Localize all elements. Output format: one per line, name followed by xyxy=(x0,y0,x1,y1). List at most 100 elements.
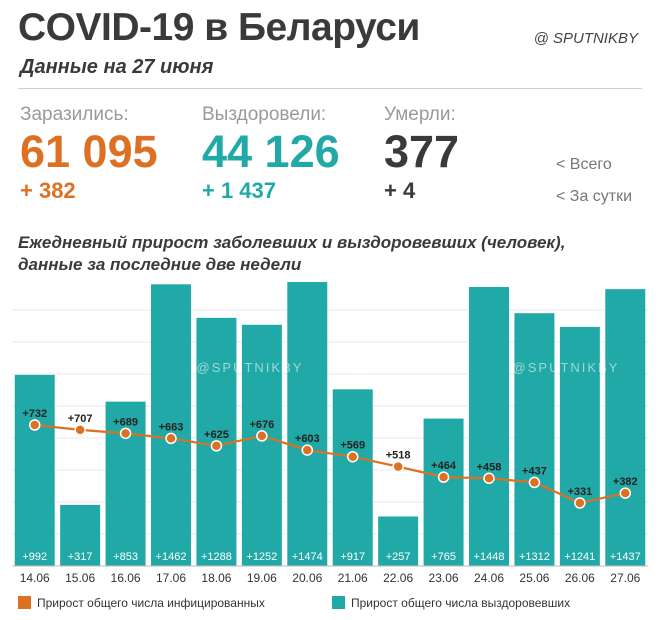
bar xyxy=(332,389,373,566)
x-tick-label: 14.06 xyxy=(20,571,50,585)
stat-died-label: Умерли: xyxy=(384,104,456,125)
line-value-label: +458 xyxy=(477,461,502,473)
legend-recovered: Прирост общего числа выздоровевших xyxy=(332,596,570,610)
line-value-label: +625 xyxy=(204,429,229,441)
line-value-label: +603 xyxy=(295,433,320,445)
bar-value-label: +917 xyxy=(340,551,365,563)
stat-recovered-label: Выздоровели: xyxy=(202,104,327,125)
bar xyxy=(605,289,646,566)
x-tick-label: 24.06 xyxy=(474,571,504,585)
legend-infected: Прирост общего числа инфицированных xyxy=(18,596,265,610)
x-tick-label: 17.06 xyxy=(156,571,186,585)
bar-value-label: +853 xyxy=(113,551,138,563)
x-tick-label: 26.06 xyxy=(565,571,595,585)
bar xyxy=(287,282,328,566)
legend-total-label: < Всего xyxy=(556,156,612,173)
stat-died-delta: + 4 xyxy=(384,178,416,203)
line-point xyxy=(437,471,450,483)
bar xyxy=(423,418,464,566)
x-tick-label: 16.06 xyxy=(111,571,141,585)
line-value-label: +331 xyxy=(567,486,592,498)
stat-recovered-total: 44 126 xyxy=(202,126,340,177)
line-point xyxy=(256,430,268,442)
x-tick-label: 23.06 xyxy=(429,571,459,585)
bar-value-label: +1462 xyxy=(156,551,187,563)
legend-recovered-swatch xyxy=(332,596,345,609)
page-subtitle: Данные на 27 июня xyxy=(20,56,214,78)
page-title: COVID-19 в Беларуси xyxy=(18,6,420,49)
stat-recovered: Выздоровели: 44 126 + 1 437 xyxy=(202,104,340,204)
bar xyxy=(378,516,419,566)
x-tick-label: 18.06 xyxy=(201,571,231,585)
line-value-label: +732 xyxy=(22,408,47,420)
watermark: @SPUTNIKBY xyxy=(355,360,462,375)
stat-infected-total: 61 095 xyxy=(20,126,158,177)
line-point xyxy=(619,487,632,499)
stat-infected: Заразились: 61 095 + 382 xyxy=(20,104,158,204)
line-point xyxy=(119,427,132,440)
chart-title-line1: Ежедневный прирост заболевших и выздоров… xyxy=(18,233,566,252)
legend-recovered-label: Прирост общего числа выздоровевших xyxy=(351,596,571,610)
line-value-label: +707 xyxy=(68,413,93,425)
bar-value-label: +1474 xyxy=(292,551,323,563)
watermark: @SPUTNIKBY xyxy=(513,360,620,375)
line-value-label: +689 xyxy=(113,416,138,428)
bar-value-label: +257 xyxy=(386,551,411,563)
bar-value-label: +1437 xyxy=(610,551,641,563)
x-tick-label: 20.06 xyxy=(292,571,322,585)
line-point xyxy=(346,450,359,463)
x-tick-label: 19.06 xyxy=(247,571,277,585)
watermark: @SPUTNIKBY xyxy=(197,360,304,375)
line-value-label: +569 xyxy=(340,440,365,452)
line-point xyxy=(528,476,541,489)
bar-value-label: +1312 xyxy=(519,551,550,563)
line-value-label: +518 xyxy=(386,450,411,462)
line-value-label: +382 xyxy=(613,476,638,488)
chart: @SPUTNIKBY @SPUTNIKBY @SPUTNIKBY @SPUTNIKBY… xyxy=(12,282,648,585)
line-value-label: +663 xyxy=(159,421,184,433)
line-point xyxy=(574,497,586,509)
x-tick-label: 27.06 xyxy=(610,571,640,585)
bar xyxy=(514,313,555,566)
line-point xyxy=(74,424,86,436)
stat-infected-label: Заразились: xyxy=(20,104,129,125)
watermark: @SPUTNIKBY xyxy=(41,360,148,375)
chart-title-line2: данные за последние две недели xyxy=(18,255,302,274)
bar-value-label: +765 xyxy=(431,551,456,563)
stat-infected-delta: + 382 xyxy=(20,178,76,203)
brand-label: @ SPUTNIKBY xyxy=(533,30,638,47)
line-value-label: +676 xyxy=(249,419,274,431)
bar xyxy=(151,284,191,566)
infected-line xyxy=(34,423,626,505)
bar xyxy=(241,324,282,566)
bar-value-label: +1448 xyxy=(474,551,505,563)
line-point xyxy=(210,440,223,452)
bar-value-label: +317 xyxy=(68,551,93,563)
legend-infected-swatch xyxy=(18,596,31,609)
line-point xyxy=(483,472,495,485)
bar xyxy=(469,287,509,566)
bar-value-label: +1252 xyxy=(246,551,277,563)
line-point xyxy=(392,460,404,473)
line-value-label: +464 xyxy=(431,460,457,472)
bar xyxy=(559,326,600,566)
x-tick-label: 22.06 xyxy=(383,571,413,585)
line-value-label: +437 xyxy=(522,465,547,477)
bar-value-label: +1288 xyxy=(201,551,232,563)
stat-recovered-delta: + 1 437 xyxy=(202,178,277,203)
bar-value-label: +992 xyxy=(22,551,47,563)
bar xyxy=(14,374,55,566)
bar xyxy=(60,504,101,566)
stat-died: Умерли: 377 + 4 xyxy=(384,104,459,204)
line-point xyxy=(28,419,41,431)
stat-died-total: 377 xyxy=(384,126,460,177)
x-tick-label: 25.06 xyxy=(519,571,549,585)
line-point xyxy=(301,444,314,456)
bar-value-label: +1241 xyxy=(564,551,595,563)
legend-infected-label: Прирост общего числа инфицированных xyxy=(37,596,265,610)
legend-daily-label: < За сутки xyxy=(556,188,633,205)
x-tick-label: 21.06 xyxy=(338,571,368,585)
chart-title: Ежедневный прирост заболевших и выздоров… xyxy=(18,232,565,276)
divider xyxy=(18,88,642,89)
line-point xyxy=(165,432,177,445)
